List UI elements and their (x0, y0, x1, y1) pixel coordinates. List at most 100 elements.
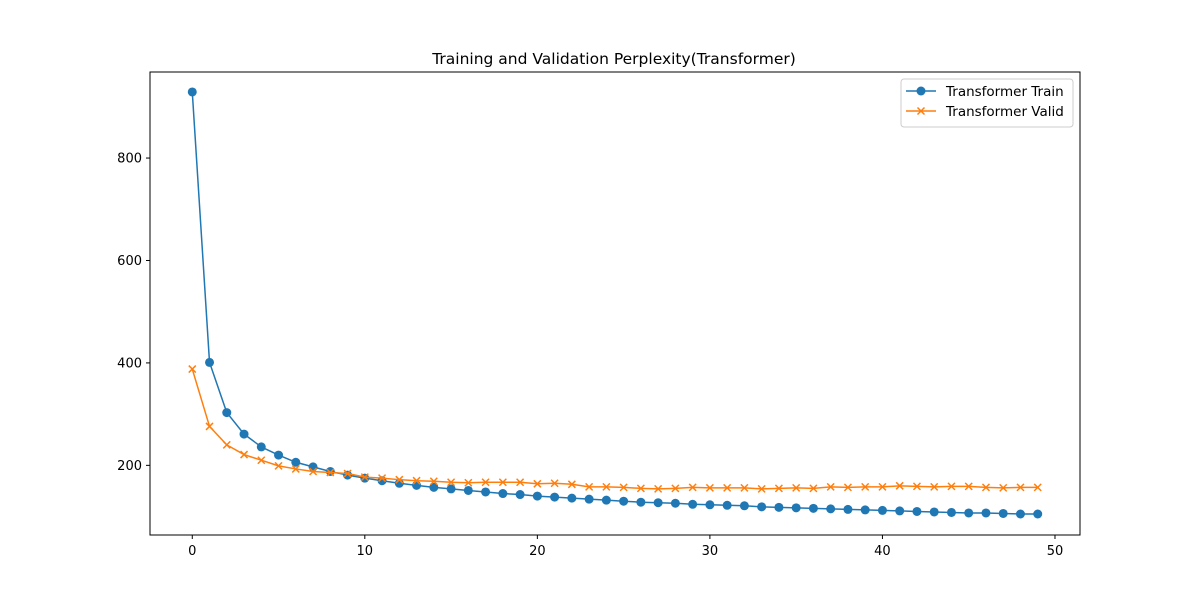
series-train-point (463, 485, 473, 495)
series-train-point (412, 480, 422, 490)
y-tick-label: 200 (117, 459, 142, 474)
series-train-point (981, 508, 991, 518)
plot-area-frame (149, 71, 1081, 536)
series-train-point (653, 498, 663, 508)
series-valid-point (636, 484, 645, 493)
legend: Transformer Train Transformer Valid (900, 78, 1074, 128)
series-train-point (791, 503, 801, 513)
series-valid-point (326, 468, 335, 477)
series-train-point (222, 408, 232, 418)
x-tick-label: 40 (874, 544, 891, 559)
series-valid-point (1033, 483, 1042, 492)
series-valid-point (240, 450, 249, 459)
series-valid-point (188, 365, 197, 374)
x-tick-label: 10 (357, 544, 374, 559)
series-valid-point (1016, 483, 1025, 492)
series-valid-point (550, 479, 559, 488)
series-train-point (550, 492, 560, 502)
series-valid-point (533, 479, 542, 488)
y-axis: 200 400 600 800 (117, 152, 150, 474)
series-train-point (601, 495, 611, 505)
series-train-point (757, 502, 767, 512)
series-valid-point (809, 484, 818, 493)
series-valid-point (412, 476, 421, 485)
series-train-point (912, 506, 922, 516)
series-train-point (843, 504, 853, 514)
y-tick-label: 800 (117, 152, 142, 167)
series-valid-point (567, 480, 576, 489)
series-valid-point (895, 481, 904, 490)
series-valid-point (861, 482, 870, 491)
series-valid-point (395, 475, 404, 484)
x-tick-label: 30 (702, 544, 719, 559)
series-valid-point (981, 483, 990, 492)
series-valid-point (740, 483, 749, 492)
series-valid-point (585, 482, 594, 491)
series-train-point (946, 507, 956, 517)
series-valid-point (774, 484, 783, 493)
series-train-point (964, 508, 974, 518)
series-train-point (722, 500, 732, 510)
series-valid-point (723, 483, 732, 492)
series-valid-point (705, 483, 714, 492)
series-train-point (1015, 509, 1025, 519)
series-train-point (308, 462, 318, 472)
series-valid-point (464, 478, 473, 487)
legend-box (900, 78, 1074, 128)
series-valid-point (878, 482, 887, 491)
series-valid-point (826, 482, 835, 491)
series-valid-point (498, 478, 507, 487)
series-valid-point (619, 483, 628, 492)
series-valid-point (309, 467, 318, 476)
series-valid-point (964, 482, 973, 491)
series-train-point (343, 470, 353, 480)
series-train-point (515, 490, 525, 500)
series-train-point (670, 498, 680, 508)
plot-series (187, 87, 1043, 519)
series-valid-point (360, 473, 369, 482)
series-valid-point (343, 469, 352, 478)
series-valid-point (429, 477, 438, 486)
series-train-point (239, 429, 249, 439)
series-train-point (808, 503, 818, 513)
x-axis: 0 10 20 30 40 50 (188, 535, 1063, 559)
series-valid-point (378, 474, 387, 483)
series-train-point (1033, 509, 1043, 519)
series-valid-line (191, 368, 1038, 490)
series-valid-point (688, 483, 697, 492)
series-train-point (532, 491, 542, 501)
series-valid-point (671, 484, 680, 493)
y-tick-label: 600 (117, 254, 142, 269)
x-tick-label: 0 (188, 544, 196, 559)
series-train-point (256, 442, 266, 452)
series-valid-point (257, 456, 266, 465)
series-train-point (584, 494, 594, 504)
series-valid-point (792, 483, 801, 492)
series-valid-point (912, 482, 921, 491)
chart-title: Training and Validation Perplexity(Trans… (431, 50, 796, 68)
legend-train-marker (916, 86, 926, 96)
series-train-point (274, 450, 284, 460)
series-train-point (877, 505, 887, 515)
series-valid-point (999, 483, 1008, 492)
x-tick-label: 20 (529, 544, 546, 559)
series-train-point (929, 507, 939, 517)
series-valid-point (516, 478, 525, 487)
series-train-point (205, 357, 215, 367)
series-train-point (187, 87, 197, 97)
series-valid-point (930, 482, 939, 491)
series-train-point (860, 505, 870, 515)
series-valid-point (602, 482, 611, 491)
series-train-point (429, 482, 439, 492)
series-valid-point (843, 483, 852, 492)
series-valid-point (654, 484, 663, 493)
series-train-point (739, 501, 749, 511)
legend-train-label: Transformer Train (945, 84, 1064, 100)
series-train-point (705, 500, 715, 510)
series-train-point (774, 502, 784, 512)
series-train-point (481, 487, 491, 497)
series-valid-point (481, 478, 490, 487)
series-train-point (446, 484, 456, 494)
series-train-point (688, 499, 698, 509)
